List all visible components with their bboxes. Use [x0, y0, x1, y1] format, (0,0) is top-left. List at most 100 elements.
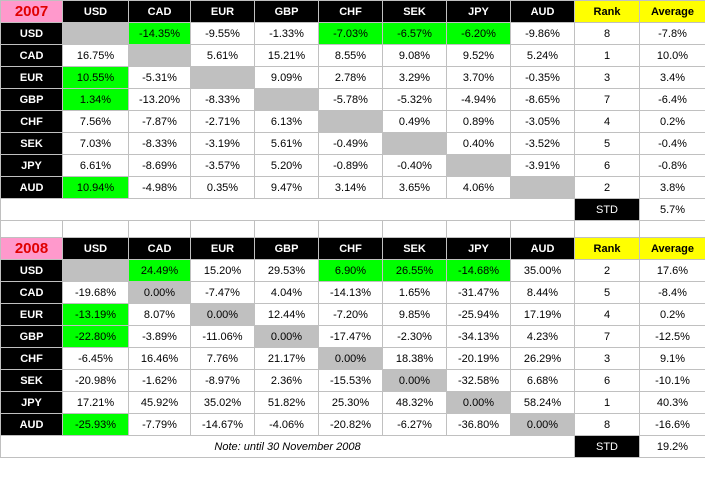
value-cell: -8.65%: [510, 88, 575, 111]
rank-cell: 4: [574, 303, 640, 326]
value-cell: 0.49%: [382, 110, 447, 133]
std-value: 19.2%: [639, 435, 705, 458]
value-cell: -20.19%: [446, 347, 511, 370]
value-cell: -19.68%: [62, 281, 129, 304]
value-cell: -6.20%: [446, 22, 511, 45]
value-cell: -11.06%: [190, 325, 255, 348]
row-header: EUR: [0, 303, 63, 326]
table-row: SEK -20.98% -1.62% -8.97% 2.36% -15.53% 0.00% -…: [0, 369, 705, 392]
value-cell: -3.19%: [190, 132, 255, 155]
spacer-cell: [510, 220, 575, 238]
row-header: AUD: [0, 413, 63, 436]
spacer-cell: [0, 220, 63, 238]
column-header: USD: [62, 0, 129, 23]
value-cell: -0.89%: [318, 154, 383, 177]
average-cell: -6.4%: [639, 88, 705, 111]
value-cell: 3.65%: [382, 176, 447, 199]
value-cell: -4.98%: [128, 176, 191, 199]
value-cell: 15.20%: [190, 259, 255, 282]
std-label: STD: [574, 435, 640, 458]
row-header: CAD: [0, 44, 63, 67]
value-cell: -1.62%: [128, 369, 191, 392]
fx-returns-grid: 2007 USD CAD EUR GBP CHF SEK JPY AUD Rank Average U…: [0, 0, 705, 458]
value-cell: -14.67%: [190, 413, 255, 436]
std-value: 5.7%: [639, 198, 705, 221]
header-row: 2007 USD CAD EUR GBP CHF SEK JPY AUD Rank Average: [0, 0, 705, 23]
value-cell: 6.90%: [318, 259, 383, 282]
value-cell: 2.36%: [254, 369, 319, 392]
rank-cell: 7: [574, 325, 640, 348]
rank-cell: 1: [574, 391, 640, 414]
value-cell: [128, 44, 191, 67]
value-cell: 21.17%: [254, 347, 319, 370]
table-row: CAD 16.75% 5.61% 15.21% 8.55% 9.08% 9.52% 5.24%…: [0, 44, 705, 67]
table-row: EUR -13.19% 8.07% 0.00% 12.44% -7.20% 9.85% -25…: [0, 303, 705, 326]
value-cell: 29.53%: [254, 259, 319, 282]
value-cell: -15.53%: [318, 369, 383, 392]
row-header: JPY: [0, 154, 63, 177]
value-cell: -8.69%: [128, 154, 191, 177]
value-cell: 15.21%: [254, 44, 319, 67]
value-cell: -6.27%: [382, 413, 447, 436]
average-cell: 10.0%: [639, 44, 705, 67]
value-cell: 35.00%: [510, 259, 575, 282]
column-header: CHF: [318, 237, 383, 260]
value-cell: 8.44%: [510, 281, 575, 304]
table-row: JPY 17.21% 45.92% 35.02% 51.82% 25.30% 48.32% 0…: [0, 391, 705, 414]
average-header: Average: [639, 0, 705, 23]
value-cell: 0.40%: [446, 132, 511, 155]
table-row: USD -14.35% -9.55% -1.33% -7.03% -6.57% -6.20%…: [0, 22, 705, 45]
column-header: CAD: [128, 237, 191, 260]
value-cell: -7.47%: [190, 281, 255, 304]
value-cell: -8.33%: [128, 132, 191, 155]
footnote: [0, 198, 575, 221]
value-cell: 5.20%: [254, 154, 319, 177]
column-header: EUR: [190, 0, 255, 23]
value-cell: 0.00%: [254, 325, 319, 348]
value-cell: 26.29%: [510, 347, 575, 370]
rank-cell: 6: [574, 154, 640, 177]
value-cell: 0.00%: [510, 413, 575, 436]
average-cell: -10.1%: [639, 369, 705, 392]
average-cell: 3.8%: [639, 176, 705, 199]
value-cell: -2.71%: [190, 110, 255, 133]
table-row: EUR 10.55% -5.31% 9.09% 2.78% 3.29% 3.70% -0.35…: [0, 66, 705, 89]
row-header: SEK: [0, 369, 63, 392]
spacer-cell: [254, 220, 319, 238]
spacer-cell: [318, 220, 383, 238]
value-cell: 7.76%: [190, 347, 255, 370]
average-cell: 17.6%: [639, 259, 705, 282]
value-cell: [382, 132, 447, 155]
value-cell: [318, 110, 383, 133]
column-header: CAD: [128, 0, 191, 23]
value-cell: -9.86%: [510, 22, 575, 45]
value-cell: -25.93%: [62, 413, 129, 436]
value-cell: 45.92%: [128, 391, 191, 414]
value-cell: 4.23%: [510, 325, 575, 348]
row-header: JPY: [0, 391, 63, 414]
average-cell: -0.8%: [639, 154, 705, 177]
spacer-cell: [446, 220, 511, 238]
value-cell: -1.33%: [254, 22, 319, 45]
value-cell: -7.03%: [318, 22, 383, 45]
average-cell: -16.6%: [639, 413, 705, 436]
value-cell: 2.78%: [318, 66, 383, 89]
row-header: GBP: [0, 325, 63, 348]
header-row: 2008 USD CAD EUR GBP CHF SEK JPY AUD Rank Average: [0, 237, 705, 260]
value-cell: 0.35%: [190, 176, 255, 199]
value-cell: 9.08%: [382, 44, 447, 67]
row-header: USD: [0, 22, 63, 45]
value-cell: 6.13%: [254, 110, 319, 133]
std-row: STD 5.7%: [0, 198, 705, 221]
value-cell: 35.02%: [190, 391, 255, 414]
value-cell: -34.13%: [446, 325, 511, 348]
column-header: SEK: [382, 0, 447, 23]
table-row: CHF 7.56% -7.87% -2.71% 6.13% 0.49% 0.89% -3.05…: [0, 110, 705, 133]
row-header: CHF: [0, 110, 63, 133]
average-cell: 3.4%: [639, 66, 705, 89]
value-cell: -2.30%: [382, 325, 447, 348]
column-header: CHF: [318, 0, 383, 23]
average-cell: -8.4%: [639, 281, 705, 304]
value-cell: 4.06%: [446, 176, 511, 199]
value-cell: 0.00%: [382, 369, 447, 392]
